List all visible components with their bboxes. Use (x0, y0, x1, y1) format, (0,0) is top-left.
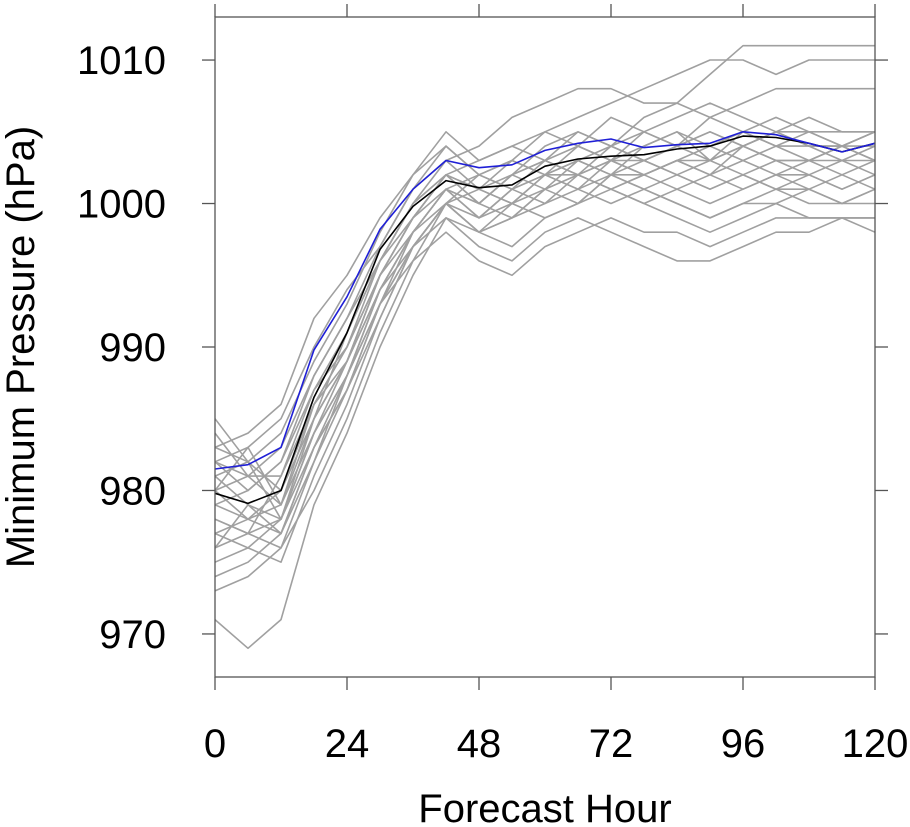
y-tick-label-1000: 1000 (77, 183, 166, 227)
ensemble-line-13 (214, 174, 876, 592)
y-tick-label-980: 980 (99, 469, 166, 513)
axis-ticks (202, 4, 888, 690)
ensemble-line-6 (214, 145, 876, 506)
y-tick-label-990: 990 (99, 326, 166, 370)
y-tick-label-970: 970 (99, 613, 166, 657)
ensemble-line-4 (214, 102, 876, 477)
y-axis-label: Minimum Pressure (hPa) (0, 126, 43, 568)
x-axis-label: Forecast Hour (418, 787, 671, 827)
blue-series-line (214, 131, 876, 470)
ensemble-line-5 (214, 131, 876, 492)
y-tick-label-1010: 1010 (77, 39, 166, 83)
ensemble-line-15 (214, 131, 875, 492)
ensemble-line-22 (214, 174, 875, 535)
ensemble-line-20 (214, 145, 876, 506)
ensemble-line-21 (214, 131, 876, 535)
ensemble-line-7 (214, 159, 876, 521)
tick-labels: 0 24 48 72 96 120 970 980 990 1000 1010 (77, 39, 908, 766)
x-tick-label-120: 120 (842, 722, 909, 766)
x-tick-label-24: 24 (325, 722, 370, 766)
black-series-line (214, 135, 876, 505)
ensemble-line-8 (214, 188, 876, 549)
ensemble-line-24 (214, 174, 876, 549)
ensemble-line-14 (214, 174, 876, 650)
ensemble-line-10 (214, 217, 875, 549)
ensemble-line-23 (214, 116, 875, 477)
ensemble-line-9 (214, 217, 876, 564)
ensemble-line-3 (214, 87, 875, 463)
x-tick-label-48: 48 (457, 722, 502, 766)
x-tick-label-96: 96 (721, 722, 766, 766)
highlight-lines (214, 131, 876, 505)
x-tick-label-0: 0 (204, 722, 226, 766)
ensemble-lines (214, 44, 876, 650)
x-tick-label-72: 72 (589, 722, 634, 766)
